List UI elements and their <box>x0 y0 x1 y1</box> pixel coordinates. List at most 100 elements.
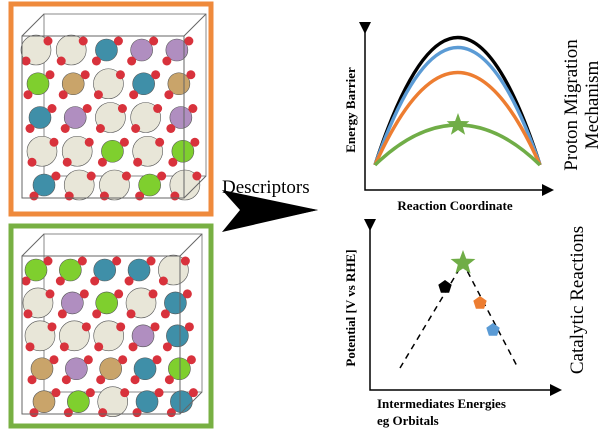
oxygen <box>44 257 53 266</box>
oxygen <box>52 388 61 397</box>
oxygen <box>79 37 88 46</box>
oxygen <box>187 355 196 364</box>
oxygen <box>161 309 170 318</box>
oxygen <box>96 375 105 384</box>
oxygen <box>94 342 103 351</box>
oxygen <box>26 342 35 351</box>
oxygen <box>98 158 107 167</box>
oxygen <box>114 37 123 46</box>
oxygen <box>63 158 72 167</box>
oxygen <box>149 289 158 298</box>
oxygen <box>190 138 199 147</box>
oxygen <box>65 192 74 201</box>
x-label: Intermediates Energies <box>377 396 506 411</box>
oxygen <box>170 192 179 201</box>
oxygen <box>127 57 136 66</box>
oxygen <box>129 342 138 351</box>
oxygen <box>56 277 65 286</box>
oxygen <box>82 322 91 331</box>
arrow-head <box>260 200 318 222</box>
oxygen <box>122 172 131 181</box>
oxygen <box>184 37 193 46</box>
pentagon <box>438 280 451 293</box>
figure: Descriptors Energy Barrier Reaction Coor… <box>0 0 605 430</box>
oxygen <box>186 70 195 79</box>
oxygen <box>59 90 68 99</box>
oxygen <box>192 172 201 181</box>
y-label: Energy Barrier <box>343 67 358 153</box>
x-label: Reaction Coordinate <box>397 198 512 213</box>
oxygen <box>90 277 99 286</box>
oxygen <box>164 90 173 99</box>
oxygen <box>120 388 129 397</box>
oxygen <box>48 104 57 113</box>
oxygen <box>151 322 160 331</box>
oxygen <box>30 192 39 201</box>
oxygen <box>100 192 109 201</box>
oxygen <box>50 355 59 364</box>
oxygen <box>112 257 121 266</box>
oxygen <box>28 375 37 384</box>
oxygen <box>188 104 197 113</box>
oxygen <box>24 309 33 318</box>
curve <box>375 48 540 166</box>
oxygen <box>48 322 57 331</box>
oxygen <box>155 388 164 397</box>
oxygen <box>163 342 172 351</box>
oxygen <box>159 277 168 286</box>
oxygen <box>22 57 31 66</box>
oxygen <box>162 57 171 66</box>
side-label: Catalytic Reactions <box>567 226 588 374</box>
oxygen <box>58 309 67 318</box>
oxygen <box>46 289 55 298</box>
side-label: Proton Migration <box>561 39 582 171</box>
oxygen <box>127 309 136 318</box>
oxygen <box>168 158 177 167</box>
oxygen <box>57 57 66 66</box>
oxygen <box>125 277 134 286</box>
oxygen <box>78 257 87 266</box>
oxygen <box>135 192 144 201</box>
oxygen <box>94 90 103 99</box>
star <box>447 113 470 135</box>
oxygen <box>155 138 164 147</box>
curve <box>375 125 540 165</box>
oxygen <box>157 172 166 181</box>
oxygen <box>133 158 142 167</box>
oxygen <box>24 90 33 99</box>
side-label: Mechanism <box>582 60 603 149</box>
oxygen <box>44 37 53 46</box>
oxygen <box>116 70 125 79</box>
oxygen <box>151 70 160 79</box>
oxygen <box>80 289 89 298</box>
oxygen <box>86 388 95 397</box>
oxygen <box>61 124 70 133</box>
oxygen <box>62 375 71 384</box>
oxygen <box>52 172 61 181</box>
oxygen <box>22 277 31 286</box>
oxygen <box>64 408 73 417</box>
oxygen <box>147 257 156 266</box>
y-label: Potential [V vs RHE] <box>343 249 358 366</box>
oxygen <box>26 124 35 133</box>
x-label: eg Orbitals <box>377 413 439 428</box>
oxygen <box>87 172 96 181</box>
oxygen <box>131 375 140 384</box>
oxygen <box>98 408 107 417</box>
oxygen <box>189 388 198 397</box>
crystal-cube <box>21 14 206 201</box>
oxygen <box>120 138 129 147</box>
oxygen <box>46 70 55 79</box>
oxygen <box>114 289 123 298</box>
oxygen <box>165 375 174 384</box>
oxygen <box>50 138 59 147</box>
oxygen <box>129 90 138 99</box>
pentagon <box>486 323 499 336</box>
oxygen <box>84 355 93 364</box>
page: Descriptors Energy Barrier Reaction Coor… <box>0 0 605 430</box>
oxygen <box>118 104 127 113</box>
oxygen <box>92 57 101 66</box>
oxygen <box>181 257 190 266</box>
oxygen <box>81 70 90 79</box>
oxygen <box>183 289 192 298</box>
